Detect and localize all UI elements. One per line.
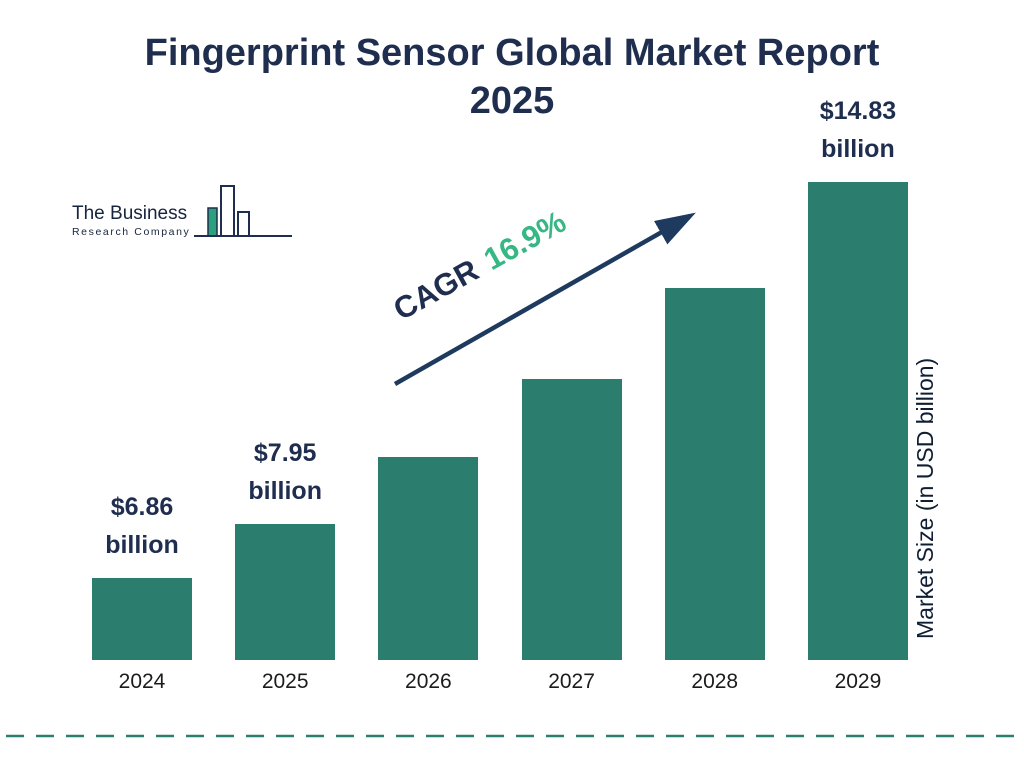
x-axis-tick-2025: 2025: [261, 670, 309, 693]
chart-title-line1: Fingerprint Sensor Global Market Report: [144, 32, 880, 74]
x-axis-tick-2024: 2024: [118, 670, 166, 693]
bar-2026: [378, 457, 479, 660]
x-axis-tick-2028: 2028: [691, 670, 739, 693]
bar-value-label: $7.95 billion: [248, 439, 322, 505]
logo: The Business Research Company: [72, 182, 294, 244]
bar-slot-2028: 2028: [664, 86, 765, 693]
bar-slot-2025: $7.95 billion 2025: [235, 86, 336, 693]
bar-slot-2029: $14.83 billion 2029: [807, 86, 908, 693]
bar-slot-2027: 2027: [521, 86, 622, 693]
x-axis-tick-2026: 2026: [405, 670, 452, 693]
chart-title: Fingerprint Sensor Global Market Report …: [112, 30, 912, 125]
x-axis-tick-2029: 2029: [834, 670, 882, 693]
bar-value-label: $6.86 billion: [105, 493, 179, 559]
y-axis-label: Market Size (in USD billion): [912, 357, 938, 639]
bar-slot-2024: $6.86 billion 2024: [92, 86, 192, 693]
bar-value-label: $14.83 billion: [819, 97, 897, 163]
logo-text: The Business Research Company: [72, 203, 190, 244]
logo-text-secondary: Research Company: [72, 226, 191, 238]
bar-2025: [235, 524, 336, 660]
logo-bars-icon: [194, 185, 293, 237]
bar-2027: [521, 379, 622, 660]
bar-2028: [664, 288, 765, 660]
bottom-dashed-line: [6, 734, 1018, 738]
chart-title-line2: 2025: [469, 79, 555, 122]
x-axis-tick-2027: 2027: [548, 670, 595, 693]
bar-2024: [92, 578, 192, 660]
bar-slot-2026: 2026: [378, 86, 479, 693]
logo-text-primary: The Business: [72, 203, 188, 224]
bar-2029: [807, 182, 908, 660]
bar-series: $6.86 billion 2024 $7.95 billion 2025 2026 20…: [92, 86, 908, 693]
